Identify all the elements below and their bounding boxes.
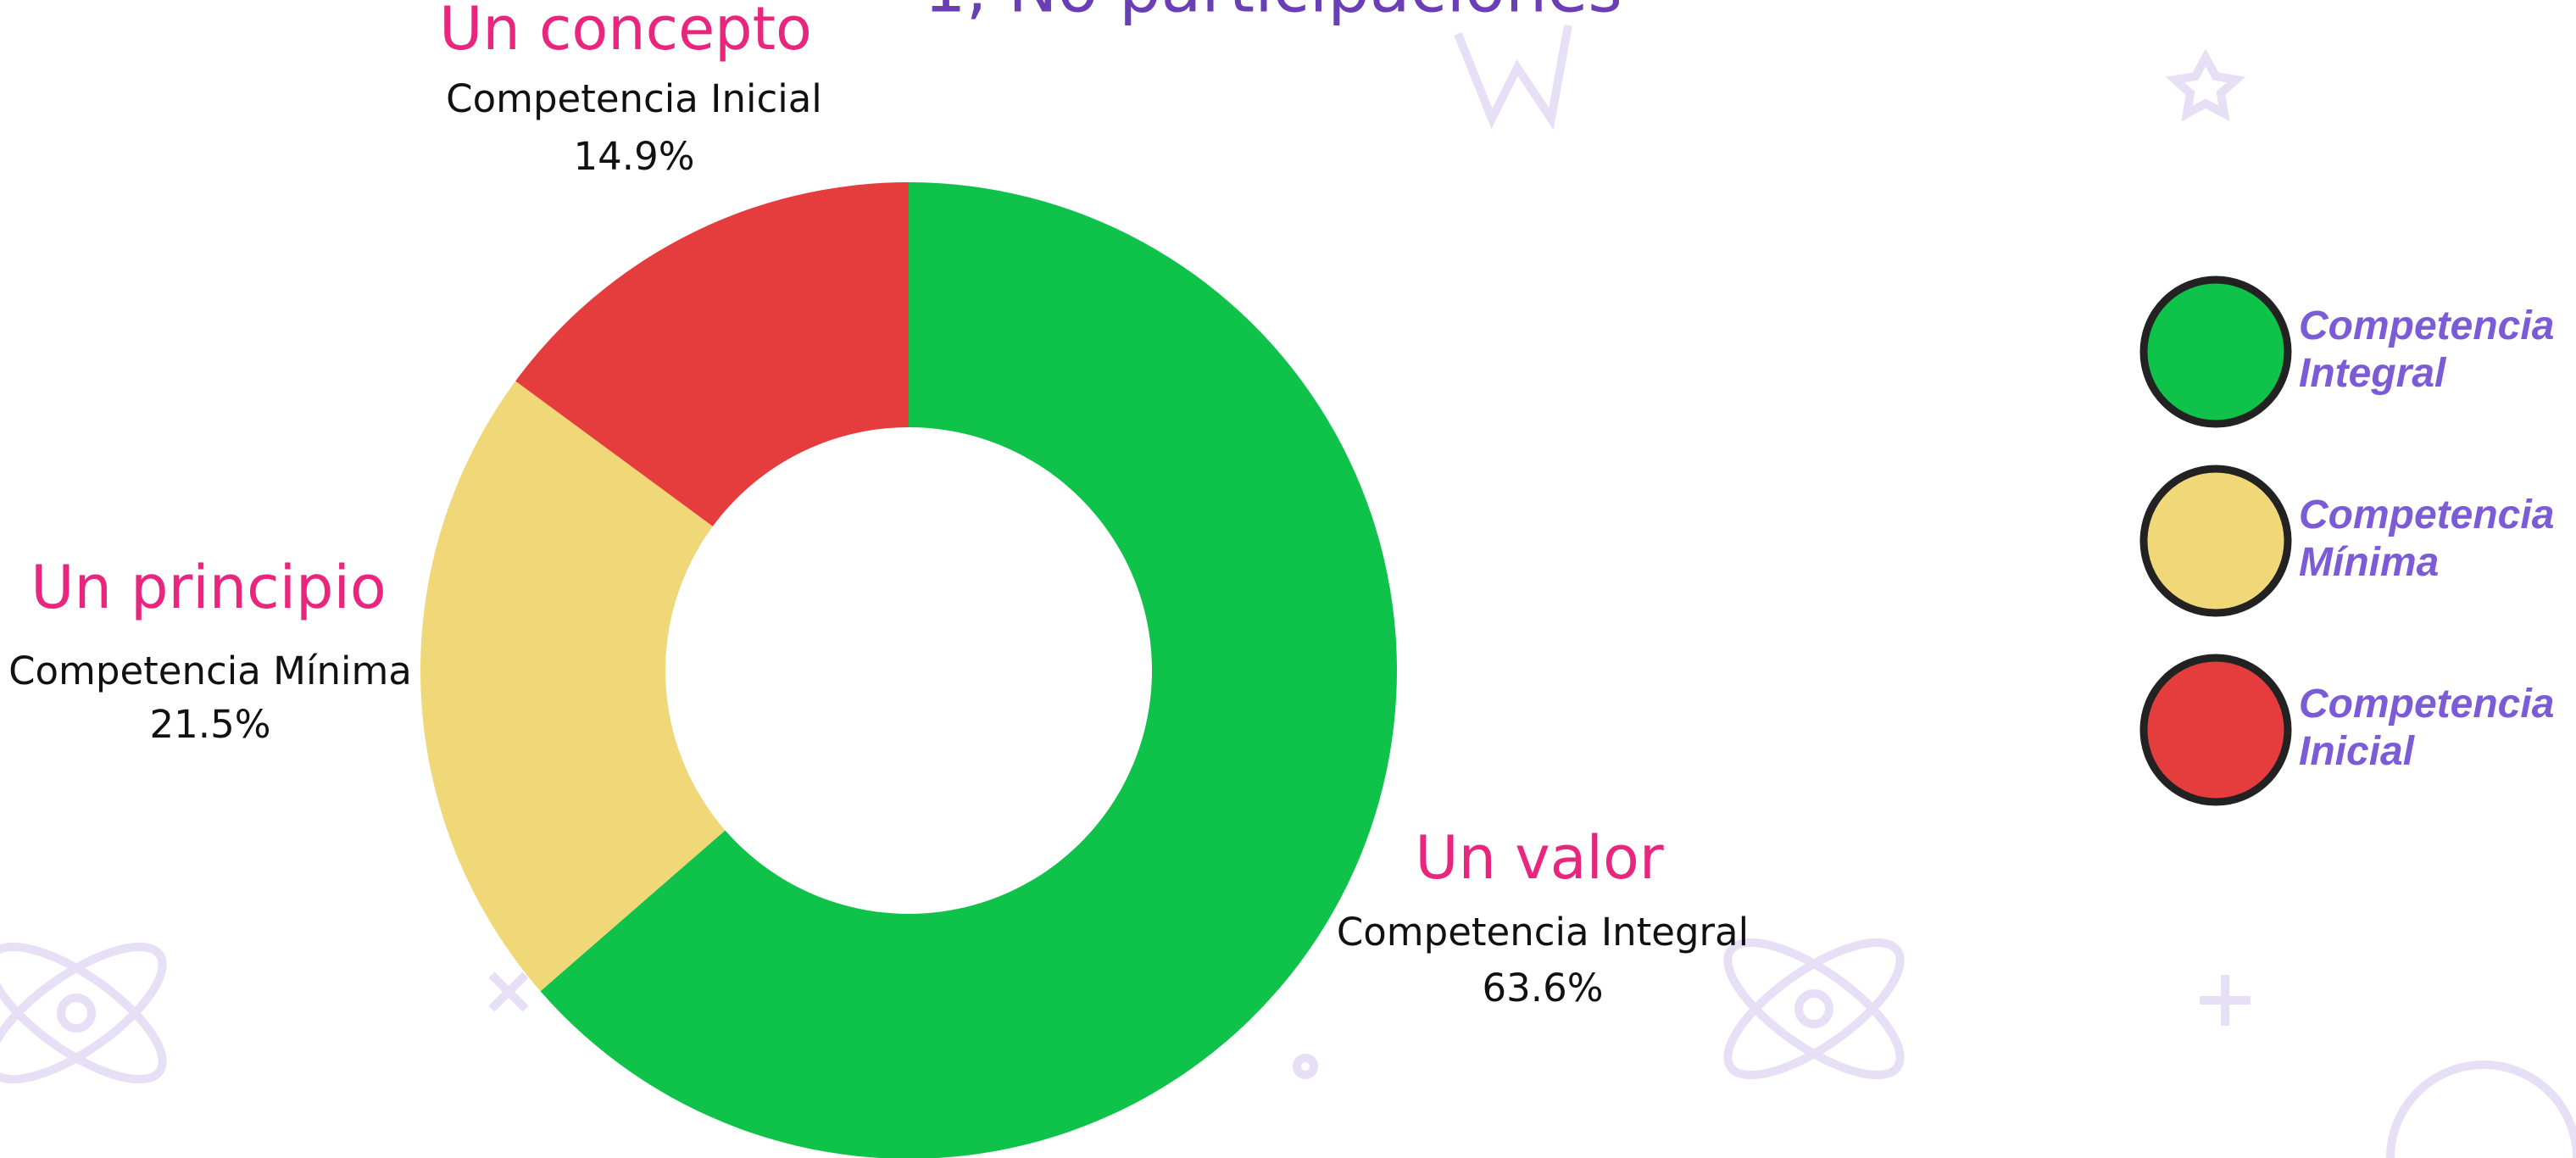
slice-value-label: 21.5% [150, 702, 271, 747]
slice-annotation: Un valor [1415, 823, 1663, 893]
legend-label: Competencia Integral [2299, 303, 2576, 398]
slice-category-label: Competencia Inicial [446, 76, 822, 121]
chart: 1, No participaciones Un valor Competenci… [0, 0, 2576, 1158]
legend-label: Competencia Mínima [2299, 492, 2576, 587]
page: 1, No participaciones Un valor Competenci… [0, 0, 2576, 1158]
legend-swatch [2144, 469, 2288, 613]
slice-annotation: Un concepto [439, 0, 812, 64]
legend-label: Competencia Inicial [2299, 681, 2576, 776]
legend-swatch [2144, 658, 2288, 802]
slice-value-label: 14.9% [574, 134, 695, 179]
slice-category-label: Competencia Mínima [8, 649, 412, 693]
chart-title: 1, No participaciones [924, 0, 1622, 27]
slice-annotation: Un principio [31, 553, 387, 622]
legend-swatch [2144, 280, 2288, 424]
slice-category-label: Competencia Integral [1337, 910, 1749, 955]
slice-value-label: 63.6% [1483, 966, 1604, 1010]
